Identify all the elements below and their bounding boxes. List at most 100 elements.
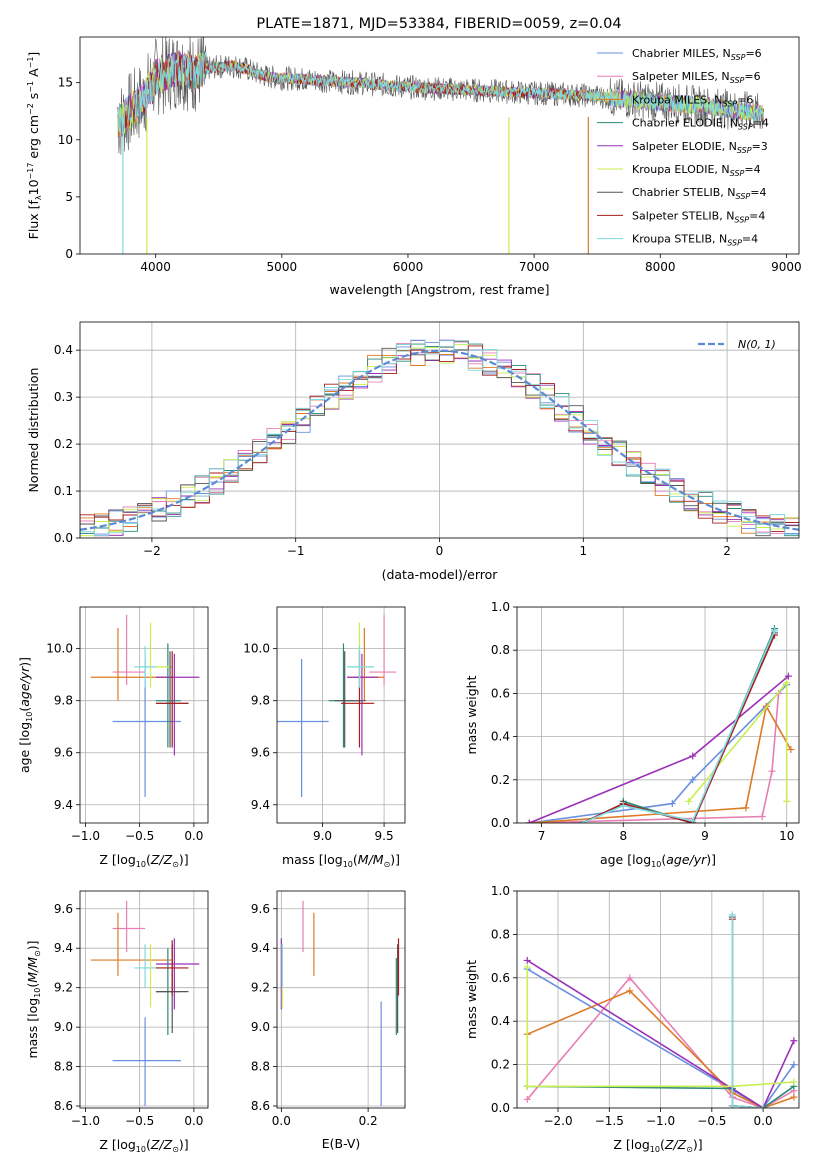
age-mass-xtick-label: 9.0: [313, 829, 332, 843]
mw-z-point-marker: [728, 1102, 736, 1108]
mw-age-point-marker: [689, 776, 697, 784]
mass-ebv-ytick-label: 8.8: [251, 1060, 270, 1074]
mw-age-series-line: [582, 632, 776, 823]
mw-z-point-marker: [523, 956, 531, 964]
mw-age-xtick-label: 8: [619, 829, 627, 843]
spectrum-xtick-label: 5000: [267, 260, 298, 274]
residual-xlabel: (data-model)/error: [382, 567, 499, 582]
spectrum-ytick-label: 5: [65, 190, 73, 204]
mass-ebv-ytick-label: 9.0: [251, 1020, 270, 1034]
mw-z-point-marker: [523, 963, 531, 971]
spectrum-xlabel: wavelength [Angstrom, rest frame]: [329, 282, 549, 297]
spectrum-axes-plot-area: [117, 37, 765, 254]
residual-ytick-label: 0.4: [54, 343, 73, 357]
mass-ebv-ytick-label: 9.4: [251, 941, 270, 955]
mw-age-point-marker: [685, 797, 693, 805]
mw-z-ytick-label: 0.8: [491, 927, 510, 941]
mw-z-frame: [516, 890, 800, 1109]
mass-ebv-axes: 0.0 0.2 8.6 8.8 9.0 9.2 9.4 9.6 E(B-V): [251, 890, 406, 1151]
age-mass-ytick-label: 9.4: [251, 798, 270, 812]
spectrum-ytick-label: 0: [65, 247, 73, 261]
mass-z-ytick-label: 9.6: [54, 902, 73, 916]
age-z-ylabel: age [log10(age/yr)]: [17, 657, 34, 773]
mw-age-axes: 7 8 9 10 0.0 0.2 0.4 0.6 0.8 1.0 age [log10(age/yr…: [464, 600, 800, 869]
mass-z-xlabel: Z [log10(Z/Z⊙)]: [99, 1137, 188, 1154]
mass-ebv-ytick-label: 8.6: [251, 1099, 270, 1113]
mass-z-axes: −1.0 −0.5 0.0 8.6 8.8 9.0 9.2 9.4 9.6 Z [log10(Z/…: [25, 890, 209, 1154]
legend-entry: Chabrier STELIB, NSSP=4: [632, 186, 766, 201]
mw-z-axes-plot-area: [517, 891, 799, 1108]
mw-age-series-line: [529, 704, 792, 823]
mw-z-xtick-label: −1.5: [595, 1114, 624, 1128]
mass-z-xtick-label: −0.5: [125, 1114, 154, 1128]
mw-z-point-marker: [626, 987, 634, 995]
spectrum-legend: Chabrier MILES, NSSP=6 Salpeter MILES, NS…: [597, 47, 769, 248]
spectrum-ylabel: Flux [fλ10−17 erg cm−2 s−1 A−1]: [26, 52, 43, 240]
age-z-xtick-label: −1.0: [71, 829, 100, 843]
mass-ebv-xtick-label: 0.2: [359, 1114, 378, 1128]
legend-entry: Kroupa STELIB, NSSP=4: [632, 233, 758, 248]
mw-age-ytick-label: 1.0: [491, 600, 510, 614]
mw-age-point-marker: [668, 800, 676, 808]
mw-z-point-marker: [790, 1061, 798, 1069]
mw-z-point-marker: [626, 974, 634, 982]
mw-age-point-marker: [525, 819, 533, 823]
mass-ebv-ytick-label: 9.6: [251, 902, 270, 916]
spectrum-ytick-label: 10: [58, 133, 73, 147]
residual-axes: −2 −1 0 1 2 0.0 0.1 0.2 0.3 0.4 (data-model)/error…: [26, 321, 800, 582]
mw-age-ytick-label: 0.4: [491, 730, 510, 744]
mw-age-xlabel: age [log10(age/yr)]: [600, 852, 716, 869]
mw-z-point-marker: [790, 1093, 798, 1101]
age-z-axes: −1.0 −0.5 0.0 9.4 9.6 9.8 10.0 Z [log10(Z/Z⊙)] a…: [17, 606, 209, 869]
age-z-ytick-label: 10.0: [46, 642, 73, 656]
legend-entry: Chabrier ELODIE, NSSP=4: [632, 117, 769, 132]
mw-z-series-line: [526, 967, 794, 1088]
residual-histogram: [80, 347, 799, 538]
age-z-frame: [79, 606, 209, 824]
mw-z-ytick-label: 0.2: [491, 1058, 510, 1072]
mass-z-ytick-label: 8.6: [54, 1099, 73, 1113]
mw-z-xlabel: Z [log10(Z/Z⊙)]: [613, 1137, 702, 1154]
mw-z-point-marker: [790, 1037, 798, 1045]
spectrum-frame: [79, 36, 800, 255]
age-mass-ytick-label: 9.8: [251, 694, 270, 708]
mass-z-xtick-label: 0.0: [184, 1114, 203, 1128]
mw-z-xtick-label: 0.0: [754, 1114, 773, 1128]
mass-z-axes-plot-area: [80, 891, 208, 1108]
legend-entry: Kroupa ELODIE, NSSP=4: [632, 163, 761, 178]
age-mass-axes: 9.0 9.5 9.4 9.6 9.8 10.0 mass [log10(M/M⊙)]: [243, 606, 406, 869]
age-z-ytick-label: 9.4: [54, 798, 73, 812]
mw-z-xtick-label: −2.0: [543, 1114, 572, 1128]
age-mass-xtick-label: 9.5: [375, 829, 394, 843]
mw-age-series-line: [582, 634, 776, 823]
residual-ytick-label: 0.1: [54, 484, 73, 498]
spectrum-xtick-label: 9000: [771, 260, 802, 274]
age-mass-ytick-label: 9.6: [251, 746, 270, 760]
age-z-xtick-label: −0.5: [125, 829, 154, 843]
mw-age-axes-plot-area: [517, 607, 799, 823]
mass-ebv-axes-plot-area: [277, 891, 405, 1108]
mw-z-ytick-label: 0.4: [491, 1014, 510, 1028]
mw-z-series-line: [526, 959, 795, 1108]
age-mass-xlabel: mass [log10(M/M⊙)]: [282, 852, 400, 869]
residual-ytick-label: 0.2: [54, 437, 73, 451]
age-mass-ytick-label: 10.0: [243, 642, 270, 656]
mw-age-point-marker: [578, 819, 586, 823]
mw-age-point-marker: [768, 767, 776, 775]
residual-ytick-label: 0.3: [54, 390, 73, 404]
residual-xtick-label: 1: [579, 544, 587, 558]
spectrum-xtick-label: 4000: [140, 260, 171, 274]
mw-z-xtick-label: −0.5: [697, 1114, 726, 1128]
mass-ebv-ytick-label: 9.2: [251, 981, 270, 995]
mw-age-point-marker: [689, 752, 697, 760]
mw-z-series-line: [731, 919, 764, 1108]
mw-z-series-line: [526, 968, 795, 1108]
mw-age-point-marker: [770, 627, 778, 635]
legend-entry: Kroupa MILES, NSSP=6: [632, 93, 753, 108]
legend-entry: Salpeter ELODIE, NSSP=3: [632, 140, 768, 155]
mw-z-point-marker: [728, 911, 736, 919]
mw-age-series-line: [529, 684, 788, 823]
residual-xtick-label: −1: [287, 544, 305, 558]
mw-age-point-marker: [742, 804, 750, 812]
